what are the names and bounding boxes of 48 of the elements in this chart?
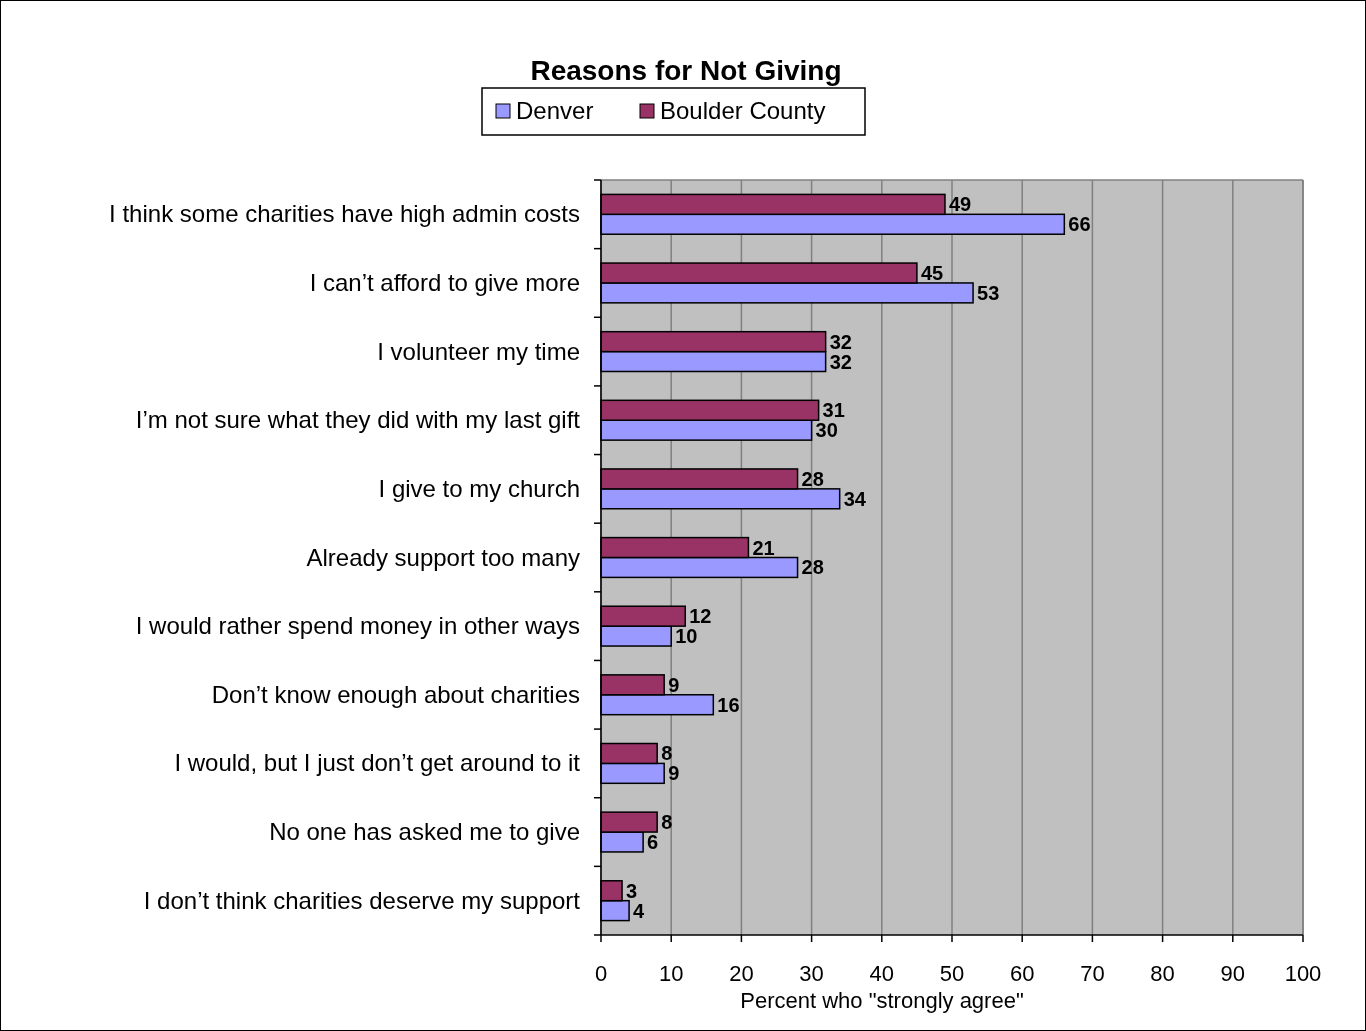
y-tick-label: I’m not sure what they did with my last gift [135,406,581,434]
data-label: 32 [829,350,852,373]
data-label: 31 [822,399,845,422]
y-tick-label: I would rather spend money in other ways [135,612,580,640]
data-label: 53 [977,281,1000,304]
data-label: 28 [801,467,824,490]
data-label: 34 [843,487,867,510]
y-tick-label: Don’t know enough about charities [211,680,580,708]
y-tick-label: I would, but I just don’t get around to it [174,749,581,777]
x-axis-title: Percent who "strongly agree" [740,988,1024,1013]
legend-label: Boulder County [660,97,826,124]
data-label: 45 [920,262,944,284]
data-label: 9 [668,673,680,696]
y-tick-label: I think some charities have high admin costs [109,200,580,228]
data-label: 66 [1068,213,1091,236]
legend-label: Denver [516,97,594,124]
x-tick-label: 80 [1150,961,1175,986]
x-tick-label: 60 [1009,961,1035,986]
data-label: 6 [647,831,659,853]
data-label: 21 [752,536,775,559]
data-label: 9 [668,762,680,785]
data-label: 4 [633,899,646,922]
y-tick-label: I give to my church [378,474,580,502]
x-tick-label: 0 [594,961,608,986]
y-tick-label: Already support too many [306,543,580,571]
x-tick-label: 50 [939,961,965,986]
data-label: 8 [661,811,673,834]
y-tick-label: No one has asked me to give [269,818,580,846]
y-tick-label: I don’t think charities deserve my support [143,886,581,914]
chart-title: Reasons for Not Giving [530,55,842,86]
data-label: 3 [626,879,638,902]
x-tick-label: 40 [869,961,895,986]
y-tick-label: I volunteer my time [377,337,580,365]
x-tick-label: 10 [658,961,684,986]
data-label: 49 [948,193,972,216]
data-label: 12 [689,605,712,628]
data-label: 32 [829,330,852,353]
x-tick-label: 30 [799,961,824,986]
x-tick-label: 20 [729,961,754,986]
data-label: 10 [675,625,698,648]
data-label: 8 [661,742,673,765]
x-tick-label: 100 [1284,961,1322,986]
y-tick-label: I can’t afford to give more [309,268,580,296]
x-tick-label: 70 [1080,961,1105,986]
x-tick-label: 90 [1220,961,1246,986]
data-label: 16 [717,693,740,716]
data-label: 28 [801,556,824,579]
data-label: 30 [815,419,838,442]
